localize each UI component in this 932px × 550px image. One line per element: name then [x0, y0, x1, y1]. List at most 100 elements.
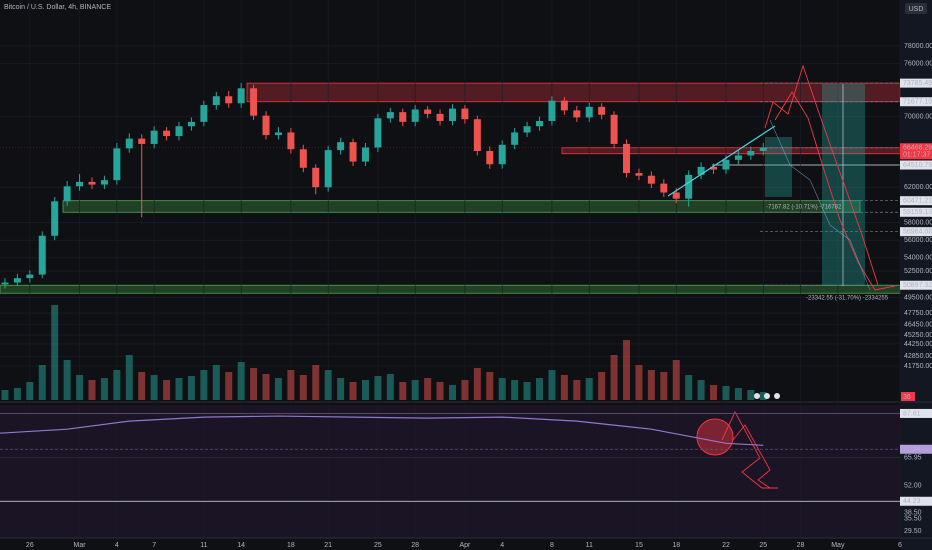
candle-body — [436, 113, 444, 121]
rsi-tick-label: 65.95 — [904, 454, 922, 461]
candle-body — [138, 138, 146, 144]
x-tick-label: 4 — [500, 542, 504, 549]
axis: 78000.00 76000.00 70000.00 62000.00 58000.00… — [26, 43, 932, 549]
candles — [1, 83, 767, 289]
candle-body — [76, 181, 84, 187]
candle-body — [598, 106, 606, 115]
x-tick-label: 25 — [759, 542, 767, 549]
candle-body — [424, 109, 432, 114]
volume-bar — [448, 385, 456, 400]
candle-body — [560, 100, 568, 111]
projection — [764, 64, 879, 286]
currency-box[interactable] — [905, 3, 927, 14]
volume-bar — [349, 382, 357, 400]
candle-body — [498, 144, 506, 165]
rsi — [0, 413, 900, 502]
x-tick-label: 18 — [672, 542, 680, 549]
volume-bar — [113, 370, 121, 400]
price-tag: 56964.08 — [903, 229, 932, 236]
x-tick-label: 18 — [287, 542, 295, 549]
candle-body — [461, 108, 469, 120]
price-tag-box — [900, 160, 932, 170]
x-tick-label: 26 — [26, 542, 34, 549]
x-tick-label: 15 — [635, 542, 643, 549]
grid — [0, 0, 901, 538]
volume-bar — [598, 372, 606, 400]
candle-body — [734, 155, 742, 160]
volume-bar — [461, 380, 469, 400]
candle-body — [411, 109, 419, 122]
candle-body — [399, 112, 407, 122]
candle-body — [710, 166, 718, 170]
candle-body — [759, 147, 767, 151]
price-tag: 59159.13 — [903, 209, 932, 216]
x-tick-label: 4 — [115, 542, 119, 549]
volume-bar — [163, 380, 171, 400]
y-tick-label: 70000.00 — [904, 113, 932, 120]
candle-body — [672, 192, 680, 199]
volume-bar — [361, 380, 369, 400]
volume-bar — [212, 365, 220, 400]
volume-bar — [13, 388, 21, 400]
y-tick-label: 76000.00 — [904, 60, 932, 67]
volume-bar — [63, 360, 71, 400]
candle-body — [212, 96, 220, 106]
volume-bar — [312, 365, 320, 400]
candle-body — [722, 159, 730, 170]
x-tick-label: May — [831, 542, 845, 549]
candle-body — [536, 120, 544, 127]
candle-body — [511, 132, 519, 145]
candle-body — [250, 88, 258, 116]
candle-body — [187, 121, 195, 127]
rsi-tag-box — [900, 496, 932, 506]
event-icon[interactable] — [774, 393, 780, 399]
volume-bar — [685, 375, 693, 400]
price-tag: 66468.29 — [903, 145, 932, 152]
x-tick-label: 25 — [374, 542, 382, 549]
measure-label: -7167.82 (-10.71%) -716782 — [766, 205, 842, 211]
candle-body — [200, 105, 208, 122]
event-icon[interactable] — [754, 393, 760, 399]
volume-bar — [187, 376, 195, 400]
volume-bar — [1, 390, 9, 400]
volume-bar — [523, 382, 531, 400]
volume-bar — [660, 372, 668, 400]
volume-bar — [560, 375, 568, 400]
resistance-zone — [246, 82, 901, 103]
currency[interactable]: USD — [909, 6, 924, 13]
measure-label: -23342.55 (-31.70%) -2334255 — [806, 296, 889, 302]
y-tick-label: 49500.00 — [904, 294, 932, 301]
volume-bar — [672, 360, 680, 400]
volume-bar — [647, 370, 655, 400]
x-tick-label: 28 — [411, 542, 419, 549]
volume-bar — [200, 370, 208, 400]
price-tag: 50897.32 — [903, 282, 932, 289]
candle-body — [647, 175, 655, 184]
volume-bar — [274, 378, 282, 400]
volume-bar — [100, 378, 108, 400]
volume-bar — [573, 380, 581, 400]
price-tag: 60471.21 — [903, 198, 932, 205]
rsi-tick-label: 29.50 — [904, 528, 922, 535]
rsi-line — [0, 415, 764, 446]
candle-body — [486, 150, 494, 165]
volume-tag-box — [901, 392, 915, 401]
volume-bar — [225, 372, 233, 400]
candle-body — [13, 278, 21, 283]
volume-bar — [697, 380, 705, 400]
measure-box — [765, 137, 792, 197]
projection — [774, 91, 896, 291]
price-tag-box — [900, 196, 932, 206]
rsi-projection — [732, 424, 771, 489]
volume-bar — [26, 382, 34, 400]
candle-body — [113, 148, 121, 181]
candle-body — [697, 166, 705, 175]
x-tick-label: 7 — [152, 542, 156, 549]
y-tick-label: 46450.00 — [904, 321, 932, 328]
price-tag: 73785.49 — [903, 80, 932, 87]
event-icon[interactable] — [764, 393, 770, 399]
volume-bar — [38, 365, 46, 400]
drawings — [667, 64, 896, 489]
volume-bar — [125, 355, 133, 400]
